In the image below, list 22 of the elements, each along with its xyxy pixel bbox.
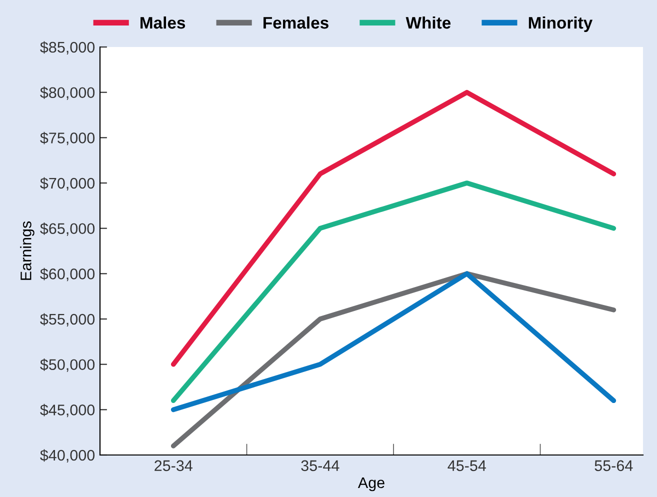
legend-label: Males: [140, 16, 186, 29]
x-tick-label: 45-54: [448, 460, 486, 472]
legend-label: Females: [264, 16, 328, 29]
y-axis-title: Earnings: [20, 221, 34, 280]
x-tick-label: 55-64: [594, 460, 633, 472]
y-tick-label: $65,000: [40, 222, 95, 236]
y-tick-label: $80,000: [40, 86, 95, 100]
y-tick-label: $45,000: [40, 404, 95, 418]
line-series: [170, 271, 616, 412]
y-tick-label: $85,000: [40, 41, 95, 54]
y-tick-label: $75,000: [40, 132, 95, 146]
y-tick-label: $55,000: [40, 313, 95, 326]
y-tick-label: $70,000: [40, 177, 95, 190]
y-tick-label: $60,000: [40, 268, 95, 282]
legend-label: Minority: [528, 16, 593, 32]
x-tick-label: 25-34: [154, 460, 192, 472]
y-tick-label: $40,000: [40, 449, 95, 462]
x-axis-title: Age: [358, 477, 384, 492]
y-tick-label: $50,000: [40, 358, 95, 372]
legend-label: White: [406, 16, 451, 29]
x-tick-label: 35-44: [301, 460, 340, 472]
line-series: [170, 271, 616, 448]
